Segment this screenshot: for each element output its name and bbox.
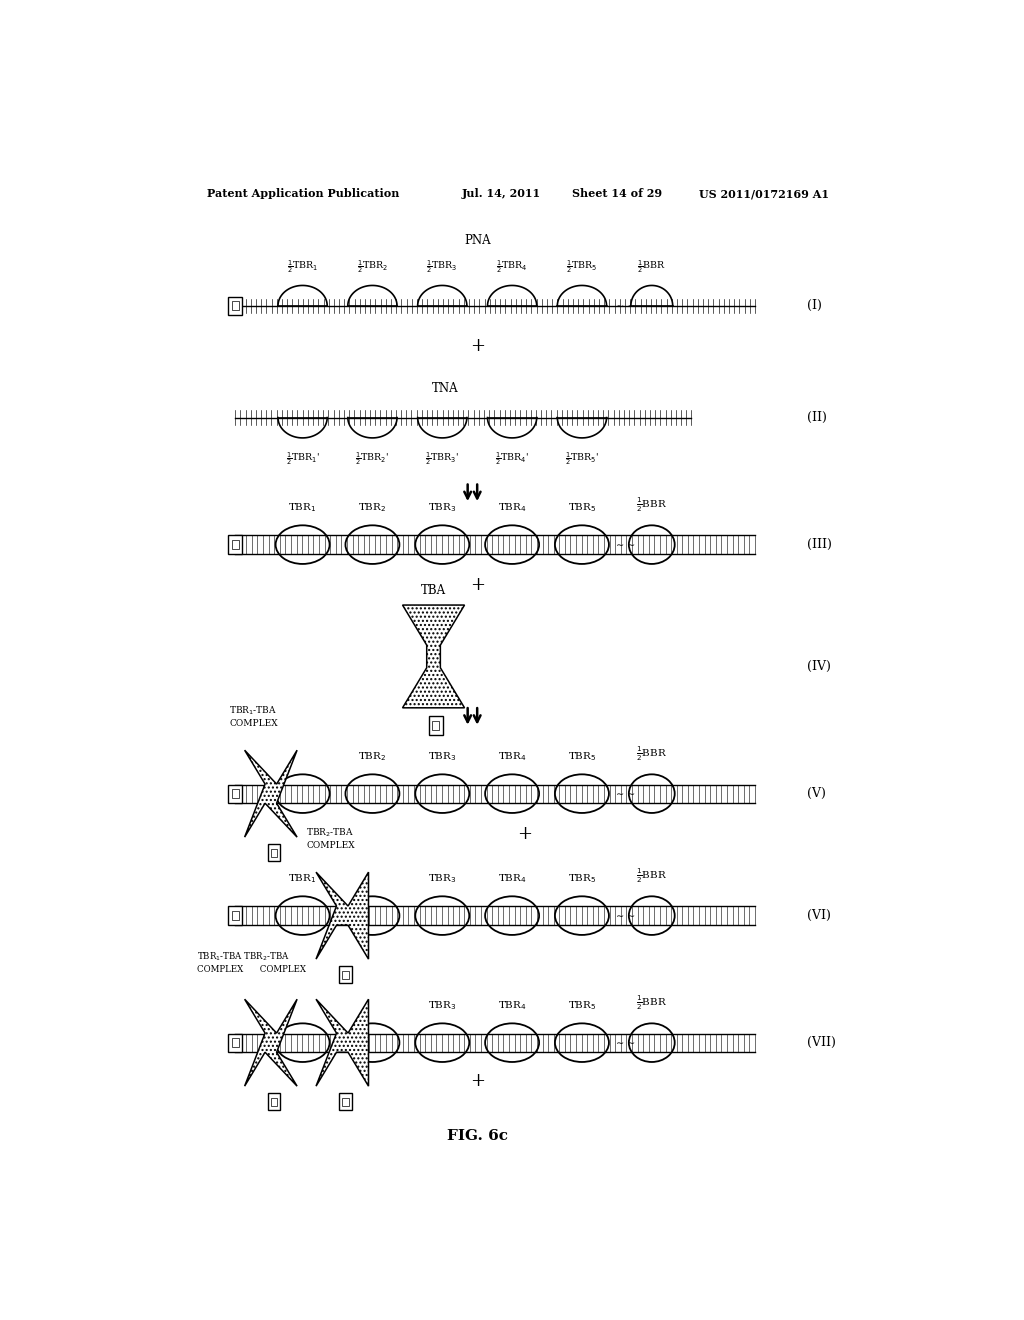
- Bar: [231, 911, 239, 920]
- Text: $\frac{1}{2}$TBR$_5$': $\frac{1}{2}$TBR$_5$': [565, 450, 599, 467]
- Text: (VI): (VI): [807, 909, 830, 923]
- Text: TBR$_5$: TBR$_5$: [567, 999, 596, 1012]
- Text: TBR$_3$: TBR$_3$: [428, 999, 457, 1012]
- Polygon shape: [245, 999, 297, 1086]
- Text: $\frac{1}{2}$TBR$_2$': $\frac{1}{2}$TBR$_2$': [355, 450, 389, 467]
- Bar: [342, 970, 348, 978]
- Text: $\frac{1}{2}$TBR$_4$': $\frac{1}{2}$TBR$_4$': [495, 450, 529, 467]
- Text: TBR$_1$: TBR$_1$: [289, 873, 316, 886]
- Text: Jul. 14, 2011: Jul. 14, 2011: [461, 189, 541, 199]
- Text: TBR$_1$-TBA
COMPLEX: TBR$_1$-TBA COMPLEX: [229, 705, 278, 727]
- Text: PNA: PNA: [464, 234, 490, 247]
- Text: $\mathit{\sim\!\sim}$: $\mathit{\sim\!\sim}$: [614, 300, 636, 309]
- Text: +: +: [470, 338, 484, 355]
- Bar: [228, 1034, 243, 1052]
- Text: TNA: TNA: [432, 383, 459, 395]
- Text: (I): (I): [807, 300, 821, 313]
- Text: $\frac{1}{2}$TBR$_3$': $\frac{1}{2}$TBR$_3$': [425, 450, 460, 467]
- Text: (IV): (IV): [807, 660, 830, 673]
- Text: TBR$_2$-TBA
COMPLEX: TBR$_2$-TBA COMPLEX: [306, 826, 354, 850]
- Text: $\frac{1}{2}$BBR: $\frac{1}{2}$BBR: [636, 994, 668, 1012]
- Text: FIG. 6c: FIG. 6c: [446, 1129, 508, 1143]
- Polygon shape: [316, 999, 369, 1086]
- Text: TBR$_4$: TBR$_4$: [498, 999, 526, 1012]
- Text: $\frac{1}{2}$TBR$_3$: $\frac{1}{2}$TBR$_3$: [426, 259, 458, 276]
- Text: (VII): (VII): [807, 1036, 836, 1049]
- Text: +: +: [470, 577, 484, 594]
- Text: $\frac{1}{2}$BBR: $\frac{1}{2}$BBR: [637, 259, 667, 276]
- Text: (III): (III): [807, 539, 831, 552]
- Text: TBR$_2$: TBR$_2$: [358, 750, 387, 763]
- Text: TBR$_1$: TBR$_1$: [289, 502, 316, 515]
- Polygon shape: [245, 750, 297, 837]
- Text: $\frac{1}{2}$TBR$_1$: $\frac{1}{2}$TBR$_1$: [287, 259, 318, 276]
- Bar: [228, 536, 243, 554]
- Text: TBR$_3$: TBR$_3$: [428, 502, 457, 515]
- Text: TBR$_5$: TBR$_5$: [567, 873, 596, 886]
- Text: TBR$_5$: TBR$_5$: [567, 502, 596, 515]
- Text: TBR$_4$: TBR$_4$: [498, 502, 526, 515]
- Polygon shape: [316, 873, 369, 960]
- Polygon shape: [402, 605, 465, 708]
- Text: $\frac{1}{2}$BBR: $\frac{1}{2}$BBR: [636, 744, 668, 763]
- Text: $\mathit{\sim\!\sim}$: $\mathit{\sim\!\sim}$: [614, 788, 636, 797]
- Bar: [339, 1093, 352, 1110]
- Bar: [231, 789, 239, 799]
- Bar: [342, 1097, 348, 1106]
- Bar: [339, 966, 352, 982]
- Text: Patent Application Publication: Patent Application Publication: [207, 189, 399, 199]
- Text: $\mathit{\sim\!\sim}$: $\mathit{\sim\!\sim}$: [614, 539, 636, 548]
- Text: (II): (II): [807, 411, 826, 424]
- Bar: [231, 301, 239, 310]
- Text: TBR$_4$: TBR$_4$: [498, 750, 526, 763]
- Bar: [429, 717, 443, 735]
- Bar: [270, 849, 278, 857]
- Bar: [267, 845, 281, 861]
- Text: US 2011/0172169 A1: US 2011/0172169 A1: [699, 189, 829, 199]
- Text: TBR$_2$: TBR$_2$: [358, 502, 387, 515]
- Text: Sheet 14 of 29: Sheet 14 of 29: [572, 189, 663, 199]
- Bar: [270, 1097, 278, 1106]
- Text: TBR$_5$: TBR$_5$: [567, 750, 596, 763]
- Text: TBA: TBA: [421, 585, 446, 598]
- Text: TBR$_3$: TBR$_3$: [428, 873, 457, 886]
- Text: $\frac{1}{2}$TBR$_4$: $\frac{1}{2}$TBR$_4$: [497, 259, 528, 276]
- Bar: [432, 721, 439, 730]
- Text: $\frac{1}{2}$BBR: $\frac{1}{2}$BBR: [636, 867, 668, 886]
- Bar: [231, 1038, 239, 1047]
- Text: TBR$_1$-TBA TBR$_2$-TBA
COMPLEX      COMPLEX: TBR$_1$-TBA TBR$_2$-TBA COMPLEX COMPLEX: [197, 950, 305, 974]
- Bar: [231, 540, 239, 549]
- Text: $\frac{1}{2}$TBR$_2$: $\frac{1}{2}$TBR$_2$: [356, 259, 388, 276]
- Bar: [267, 1093, 281, 1110]
- Bar: [228, 907, 243, 925]
- Text: $\frac{1}{2}$TBR$_1$': $\frac{1}{2}$TBR$_1$': [286, 450, 319, 467]
- Text: $\frac{1}{2}$TBR$_5$: $\frac{1}{2}$TBR$_5$: [566, 259, 598, 276]
- Bar: [228, 297, 243, 315]
- Text: $\frac{1}{2}$BBR: $\frac{1}{2}$BBR: [636, 496, 668, 515]
- Text: $\mathit{\sim\!\sim}$: $\mathit{\sim\!\sim}$: [614, 909, 636, 919]
- Bar: [228, 784, 243, 803]
- Text: (V): (V): [807, 787, 825, 800]
- Text: +: +: [517, 825, 532, 843]
- Text: $\mathit{\sim\!\sim}$: $\mathit{\sim\!\sim}$: [614, 1038, 636, 1047]
- Text: TBR$_4$: TBR$_4$: [498, 873, 526, 886]
- Text: +: +: [470, 1072, 484, 1090]
- Text: TBR$_3$: TBR$_3$: [428, 750, 457, 763]
